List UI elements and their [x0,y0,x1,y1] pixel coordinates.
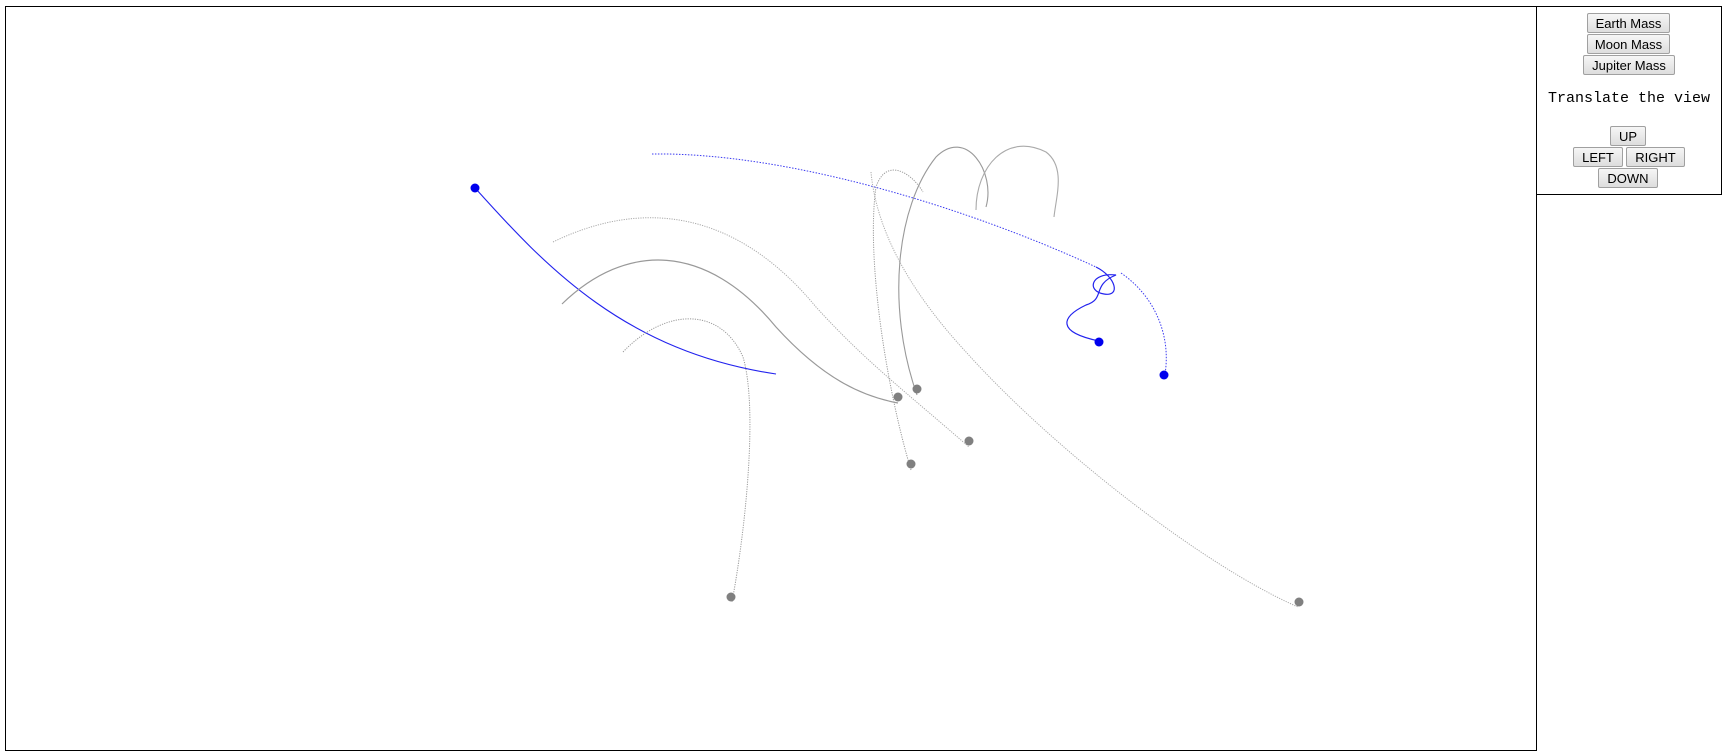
simulation-canvas[interactable] [5,6,1537,751]
body-gray-6 [1294,597,1304,607]
trail-gray-4 [872,169,924,471]
body-gray-1 [893,392,903,402]
translate-view-label: Translate the view [1547,90,1711,107]
trail-gray-2 [561,259,899,404]
trail-gray-1 [552,217,970,448]
orbit-trails [470,145,1304,608]
trail-gray-6 [975,145,1059,218]
trail-gray-7 [870,171,1299,608]
control-panel: Earth Mass Moon Mass Jupiter Mass Transl… [1536,6,1722,195]
trail-blue-3 [1066,266,1117,342]
body-gray-5 [726,592,736,602]
body-gray-2 [912,384,922,394]
right-button[interactable]: RIGHT [1626,147,1685,167]
trail-blue-4 [1120,272,1167,375]
body-blue-2 [1094,337,1104,347]
body-blue-3 [1159,370,1169,380]
trail-blue-2 [651,153,1097,268]
down-button[interactable]: DOWN [1598,168,1658,188]
trail-gray-5 [898,146,989,396]
jupiter-mass-button[interactable]: Jupiter Mass [1583,55,1675,75]
moon-mass-button[interactable]: Moon Mass [1587,34,1670,54]
up-button[interactable]: UP [1610,126,1646,146]
body-gray-3 [964,436,974,446]
body-gray-4 [906,459,916,469]
earth-mass-button[interactable]: Earth Mass [1587,13,1670,33]
left-button[interactable]: LEFT [1573,147,1623,167]
trail-gray-3 [622,318,751,603]
body-blue-1 [470,183,480,193]
trail-blue-1 [475,188,777,375]
